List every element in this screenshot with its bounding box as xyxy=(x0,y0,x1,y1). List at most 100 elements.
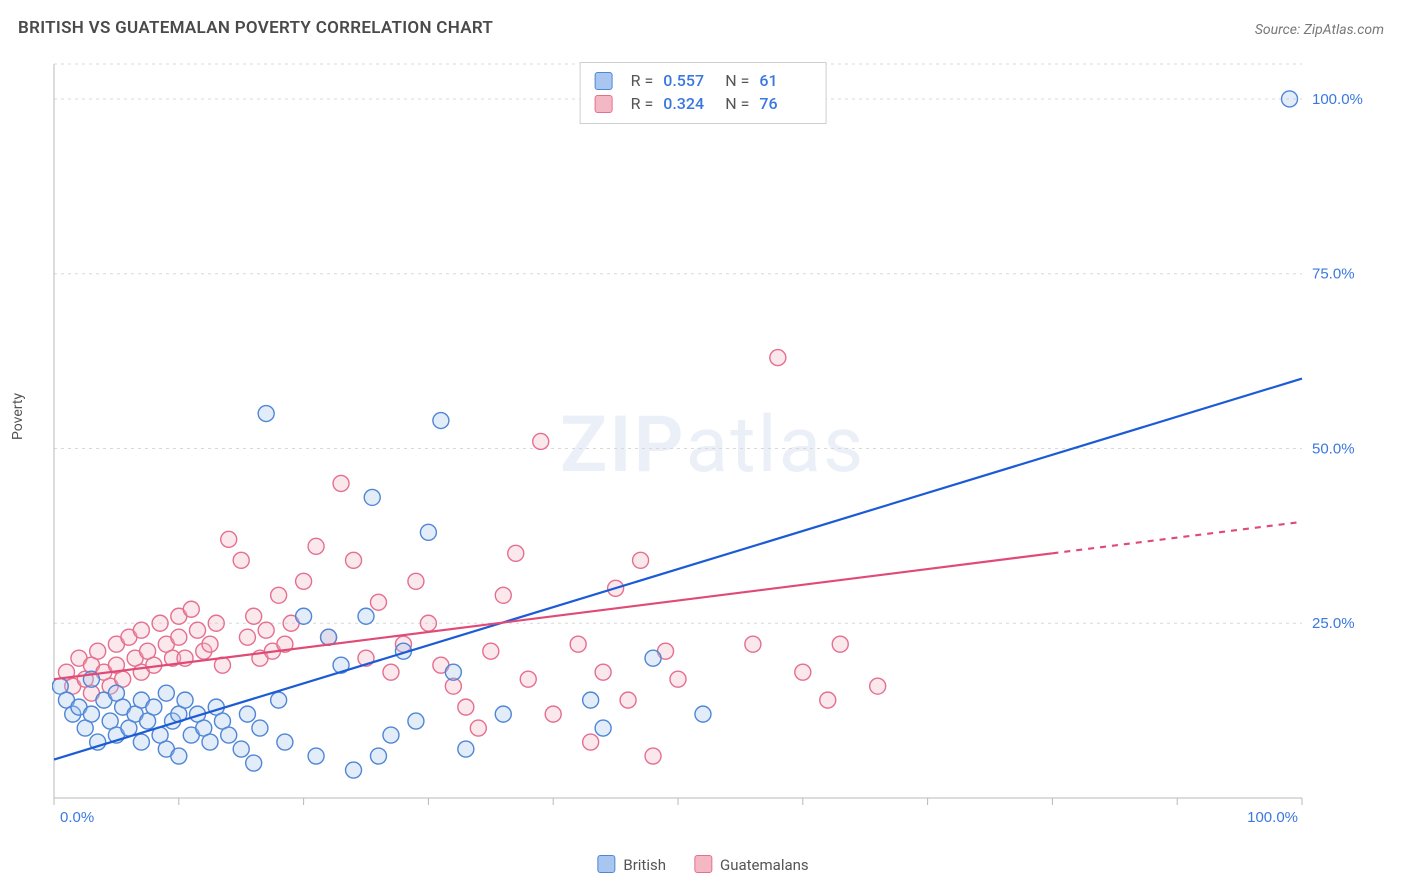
british-swatch-icon xyxy=(595,72,613,90)
british-r-value: 0.557 xyxy=(663,71,715,90)
british-point xyxy=(383,727,399,743)
guatemalans-point xyxy=(795,664,811,680)
british-point xyxy=(364,489,380,505)
svg-text:25.0%: 25.0% xyxy=(1312,615,1355,632)
british-point xyxy=(370,748,386,764)
guatemalans-point xyxy=(832,636,848,652)
british-point xyxy=(695,706,711,722)
british-point xyxy=(1282,91,1298,107)
british-point xyxy=(233,741,249,757)
british-n-value: 61 xyxy=(759,71,811,90)
guatemalans-regression-line xyxy=(54,553,1052,679)
guatemalans-point xyxy=(208,615,224,631)
british-regression-line xyxy=(54,379,1302,760)
guatemalans-point xyxy=(370,594,386,610)
guatemalans-point xyxy=(221,531,237,547)
guatemalans-point xyxy=(820,692,836,708)
legend-row-guatemalans: R =0.324N =76 xyxy=(595,92,812,115)
r-label: R = xyxy=(631,71,654,90)
legend-item-guatemalans: Guatemalans xyxy=(694,855,809,874)
guatemalans-point xyxy=(583,734,599,750)
correlation-legend: R =0.557N =61R =0.324N =76 xyxy=(580,62,827,124)
guatemalans-point xyxy=(239,629,255,645)
guatemalans-point xyxy=(470,720,486,736)
guatemalans-point xyxy=(258,622,274,638)
british-point xyxy=(420,524,436,540)
guatemalans-point xyxy=(520,671,536,687)
british-point xyxy=(252,720,268,736)
british-point xyxy=(445,664,461,680)
guatemalans-point xyxy=(408,573,424,589)
british-point xyxy=(239,706,255,722)
british-point xyxy=(158,685,174,701)
guatemalans-point xyxy=(508,545,524,561)
british-point xyxy=(495,706,511,722)
british-point xyxy=(346,762,362,778)
svg-text:0.0%: 0.0% xyxy=(60,809,94,826)
guatemalans-point xyxy=(133,622,149,638)
guatemalans-point xyxy=(346,552,362,568)
guatemalans-point xyxy=(202,636,218,652)
svg-text:100.0%: 100.0% xyxy=(1312,91,1363,108)
british-point xyxy=(433,413,449,429)
guatemalans-point xyxy=(152,615,168,631)
british-point xyxy=(246,755,262,771)
guatemalans-point xyxy=(545,706,561,722)
guatemalans-point xyxy=(495,587,511,603)
guatemalans-point xyxy=(533,433,549,449)
guatemalans-point xyxy=(670,671,686,687)
guatemalans-point xyxy=(745,636,761,652)
guatemalans-point xyxy=(190,622,206,638)
british-point xyxy=(221,727,237,743)
british-point xyxy=(177,692,193,708)
legend-row-british: R = 0.557 N = 61 xyxy=(595,69,812,92)
guatemalans-point xyxy=(870,678,886,694)
guatemalans-regression-dashed xyxy=(1052,522,1302,553)
guatemalans-point xyxy=(570,636,586,652)
british-point xyxy=(408,713,424,729)
r-label: R = xyxy=(631,94,654,113)
n-label: N = xyxy=(725,94,749,113)
british-point xyxy=(277,734,293,750)
guatemalans-point xyxy=(770,350,786,366)
british-point xyxy=(133,734,149,750)
british-point xyxy=(83,706,99,722)
british-point xyxy=(458,741,474,757)
british-legend-label: British xyxy=(623,856,666,874)
guatemalans-point xyxy=(595,664,611,680)
svg-text:50.0%: 50.0% xyxy=(1312,440,1355,457)
british-point xyxy=(583,692,599,708)
scatter-plot: 25.0% 50.0% 75.0% 100.0% 0.0% 100.0% xyxy=(52,58,1372,828)
guatemalans-point xyxy=(420,615,436,631)
guatemalans-legend-label: Guatemalans xyxy=(720,856,809,874)
british-point xyxy=(258,406,274,422)
british-point xyxy=(271,692,287,708)
british-swatch-icon xyxy=(597,855,615,873)
guatemalans-point xyxy=(171,629,187,645)
guatemalans-swatch-icon xyxy=(595,95,613,113)
british-point xyxy=(595,720,611,736)
guatemalans-point xyxy=(183,601,199,617)
guatemalans-point xyxy=(620,692,636,708)
guatemalans-point xyxy=(246,608,262,624)
british-point xyxy=(308,748,324,764)
source-attribution: Source: ZipAtlas.com xyxy=(1255,22,1384,38)
legend-item-british: British xyxy=(597,855,666,874)
n-label: N = xyxy=(725,71,749,90)
svg-text:75.0%: 75.0% xyxy=(1312,266,1355,283)
guatemalans-point xyxy=(296,573,312,589)
y-axis-label: Poverty xyxy=(10,393,26,440)
guatemalans-point xyxy=(483,643,499,659)
british-point xyxy=(171,748,187,764)
guatemalans-swatch-icon xyxy=(694,855,712,873)
guatemalans-point xyxy=(90,643,106,659)
guatemalans-point xyxy=(271,587,287,603)
british-point xyxy=(358,608,374,624)
guatemalans-point xyxy=(383,664,399,680)
guatemalans-n-value: 76 xyxy=(759,94,811,113)
guatemalans-point xyxy=(645,748,661,764)
svg-text:100.0%: 100.0% xyxy=(1247,809,1298,826)
guatemalans-point xyxy=(233,552,249,568)
british-point xyxy=(202,734,218,750)
series-legend: British Guatemalans xyxy=(597,855,808,874)
